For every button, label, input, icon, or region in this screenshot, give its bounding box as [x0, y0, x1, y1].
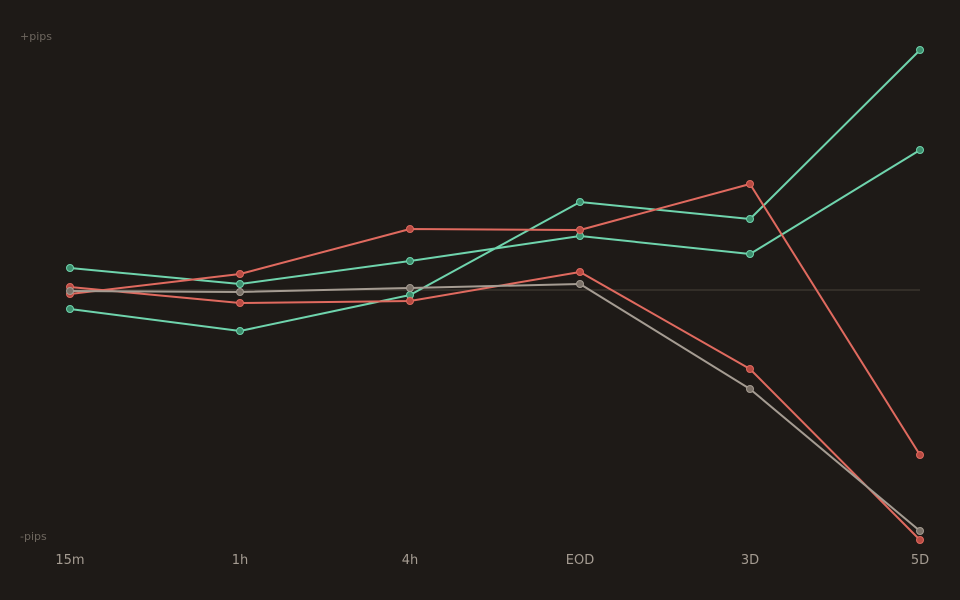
series-line [69, 149, 921, 285]
data-point [576, 226, 584, 234]
data-point [66, 305, 74, 313]
data-point [236, 288, 244, 296]
data-point [746, 215, 754, 223]
y-axis-top-label: +pips [20, 30, 52, 43]
series-line [69, 49, 921, 332]
data-point [236, 280, 244, 288]
data-point [576, 280, 584, 288]
data-point [66, 287, 74, 295]
data-point [576, 198, 584, 206]
data-point [576, 268, 584, 276]
series-layer [66, 46, 924, 544]
data-point [406, 284, 414, 292]
x-tick-labels: 15m 1h 4h EOD 3D 5D [55, 553, 929, 568]
y-axis-bottom-label: -pips [20, 530, 47, 543]
data-point [406, 297, 414, 305]
x-tick-label: 1h [232, 553, 249, 568]
data-point [746, 250, 754, 258]
data-point [916, 46, 924, 54]
series-4 [66, 268, 924, 544]
data-point [746, 365, 754, 373]
series-line [69, 271, 921, 541]
series-1 [66, 146, 924, 288]
x-tick-label: EOD [566, 553, 594, 568]
data-point [746, 385, 754, 393]
data-point [916, 451, 924, 459]
x-tick-label: 5D [911, 553, 929, 568]
data-point [236, 299, 244, 307]
data-point [746, 180, 754, 188]
data-point [66, 264, 74, 272]
x-tick-label: 3D [741, 553, 759, 568]
data-point [406, 225, 414, 233]
series-5 [66, 280, 924, 535]
data-point [406, 257, 414, 265]
series-line [69, 283, 921, 532]
data-point [236, 270, 244, 278]
series-3 [66, 180, 924, 459]
data-point [916, 536, 924, 544]
x-tick-label: 4h [402, 553, 419, 568]
data-point [916, 146, 924, 154]
data-point [236, 327, 244, 335]
data-point [916, 527, 924, 535]
x-tick-label: 15m [55, 553, 84, 568]
series-line [69, 183, 921, 456]
